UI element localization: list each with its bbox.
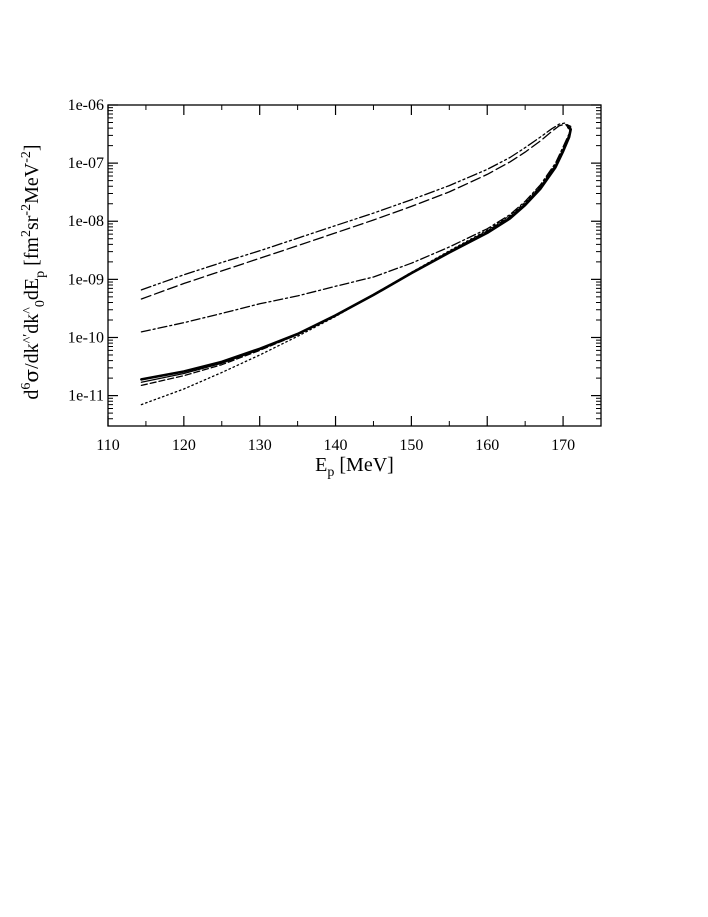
y-axis-title: d6σ/dk^′dk^0dEp [fm2sr-2MeV-2]	[19, 144, 48, 399]
y-tick-label: 1e-06	[68, 97, 104, 114]
x-tick-label: 150	[399, 437, 423, 454]
x-tick-label: 160	[475, 437, 499, 454]
series-line-dashed	[140, 125, 572, 387]
tick-labels-group: 110 120 130 140 150 160 170 1e-11 1e-10 1e-09 1e-0…	[68, 97, 576, 454]
x-axis-title-rest: [MeV]	[334, 454, 393, 476]
x-tick-label: 140	[324, 437, 348, 454]
x-tick-label: 170	[551, 437, 575, 454]
series-line-dash-dot-dot	[140, 122, 569, 291]
x-axis-title: Ep [MeV]	[315, 454, 394, 480]
series-line-dotted	[140, 124, 572, 406]
x-axis-title-main: E	[315, 454, 327, 476]
svg-text:d6σ/dk^′dk^0dEp [fm2sr-2MeV-2]: d6σ/dk^′dk^0dEp [fm2sr-2MeV-2]	[19, 144, 48, 399]
y-tick-label: 1e-10	[68, 329, 104, 346]
x-tick-label: 110	[96, 437, 119, 454]
y-tick-label: 1e-09	[68, 271, 104, 288]
y-tick-label: 1e-07	[68, 155, 104, 172]
plot-series-group	[140, 122, 573, 406]
x-tick-label: 120	[172, 437, 196, 454]
plot-frame	[107, 104, 602, 427]
x-tick-label: 130	[248, 437, 272, 454]
series-line-dash-dot	[140, 123, 572, 333]
y-tick-label: 1e-08	[68, 213, 104, 230]
y-tick-label: 1e-11	[68, 388, 104, 405]
x-axis-title-sub: p	[327, 465, 334, 480]
series-line-long-dash	[140, 123, 569, 300]
